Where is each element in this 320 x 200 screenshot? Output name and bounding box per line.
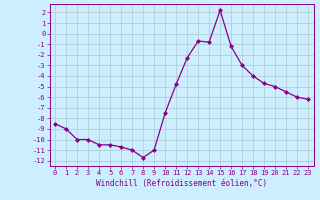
X-axis label: Windchill (Refroidissement éolien,°C): Windchill (Refroidissement éolien,°C) [96, 179, 267, 188]
